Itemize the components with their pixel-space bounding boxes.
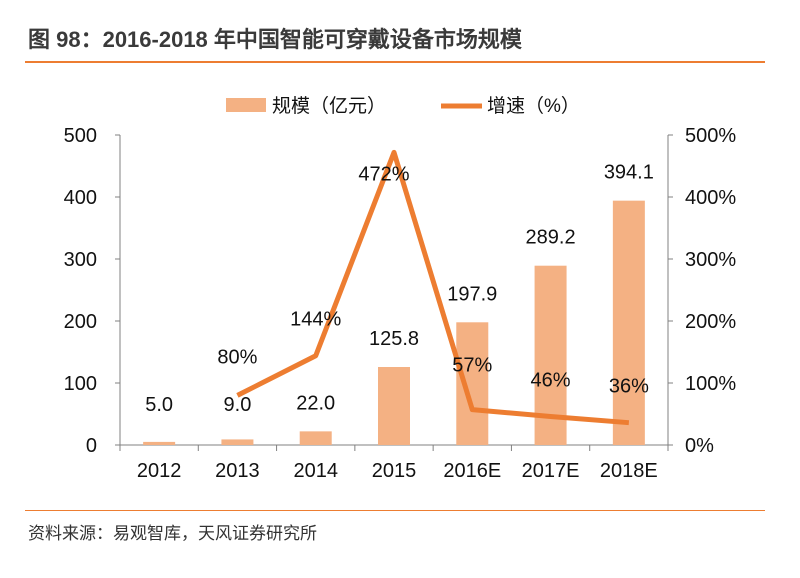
right-tick-label: 400% — [685, 187, 736, 209]
bar-label: 197.9 — [447, 283, 497, 305]
bar — [143, 441, 176, 445]
source-divider — [25, 510, 765, 511]
left-tick-label: 0 — [86, 435, 97, 457]
legend-bar-swatch — [226, 98, 266, 112]
x-tick-label: 2017E — [522, 460, 580, 482]
line-label: 80% — [217, 346, 257, 368]
right-tick-label: 300% — [685, 249, 736, 271]
bar — [299, 431, 332, 445]
figure-title: 图 98：2016-2018 年中国智能可穿戴设备市场规模 — [28, 27, 522, 52]
right-tick-label: 200% — [685, 311, 736, 333]
line-label: 472% — [358, 163, 409, 185]
bar-label: 289.2 — [526, 227, 576, 249]
bar-label: 22.0 — [296, 392, 335, 414]
bar-label: 125.8 — [369, 328, 419, 350]
left-tick-label: 400 — [64, 187, 97, 209]
x-tick-label: 2018E — [600, 460, 658, 482]
left-tick-label: 100 — [64, 373, 97, 395]
bar-label: 394.1 — [604, 162, 654, 184]
right-tick-label: 500% — [685, 125, 736, 147]
x-tick-label: 2012 — [137, 460, 182, 482]
right-tick-label: 100% — [685, 373, 736, 395]
line-label: 57% — [452, 355, 492, 377]
x-tick-label: 2016E — [443, 460, 501, 482]
left-tick-label: 300 — [64, 249, 97, 271]
left-tick-label: 500 — [64, 125, 97, 147]
x-tick-label: 2013 — [215, 460, 260, 482]
bar-label: 5.0 — [145, 394, 173, 416]
line-label: 144% — [290, 309, 341, 331]
bar — [456, 322, 489, 445]
bar — [612, 200, 645, 445]
x-tick-label: 2014 — [293, 460, 338, 482]
right-tick-label: 0% — [685, 435, 714, 457]
legend-bar-label: 规模（亿元） — [272, 95, 386, 117]
x-tick-label: 2015 — [372, 460, 417, 482]
bar-label: 9.0 — [224, 394, 252, 416]
left-tick-label: 200 — [64, 311, 97, 333]
title-divider — [25, 61, 765, 63]
source-note: 资料来源：易观智库，天风证券研究所 — [28, 524, 317, 543]
bar — [221, 439, 254, 445]
growth-line — [236, 149, 630, 426]
bar — [378, 367, 410, 445]
line-label: 36% — [609, 376, 649, 398]
line-label: 46% — [531, 369, 571, 391]
legend-line-label: 增速（%） — [487, 95, 580, 117]
